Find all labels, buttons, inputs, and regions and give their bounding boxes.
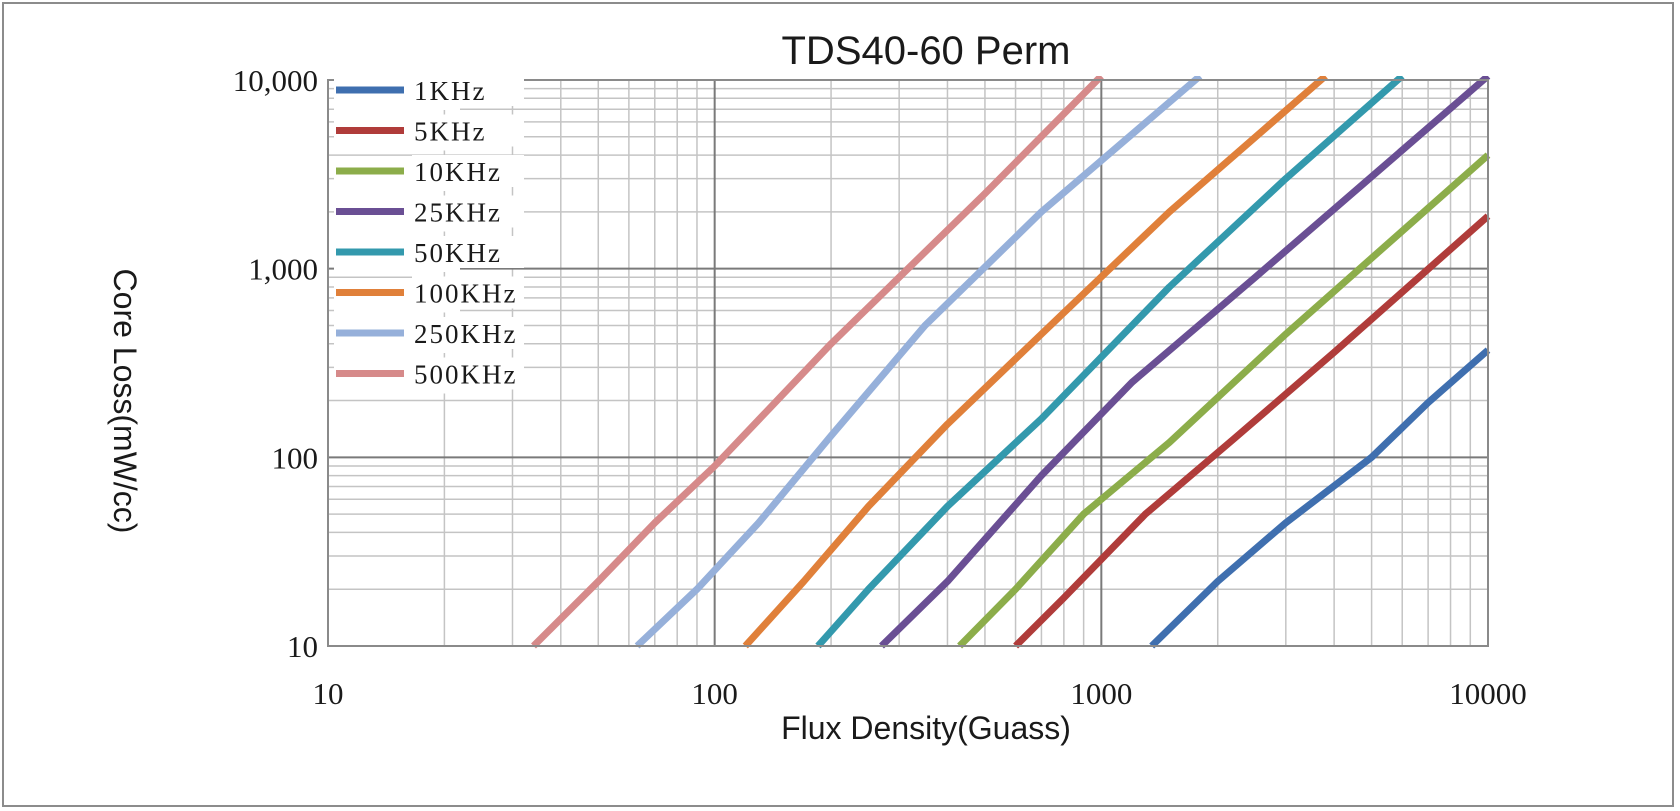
legend-label: 5KHz [414, 117, 486, 147]
series-line-50khz [815, 76, 1405, 649]
legend-label: 250KHz [414, 319, 517, 349]
legend-label: 10KHz [414, 157, 502, 187]
x-tick-label: 100 [691, 676, 738, 711]
legend-text-backdrop [412, 357, 524, 390]
minor-gridlines [328, 80, 1488, 646]
legend: 1KHz 5KHz 10KHz 25KHz 50KHz 100KHz 250KHz 500KH… [334, 74, 524, 394]
x-tick-label: 10 [313, 676, 344, 711]
plot-border [327, 79, 1489, 647]
core-loss-chart: 10 100 1000 10000 10 100 1,000 10,000 1KHz 5KHz… [107, 29, 1527, 746]
x-tick-labels: 10 100 1000 10000 [313, 676, 1527, 711]
series-line-10khz [957, 152, 1491, 649]
y-tick-label: 1,000 [248, 252, 318, 287]
x-tick-label: 1000 [1070, 676, 1132, 711]
series-lines [531, 76, 1491, 649]
y-tick-label: 100 [272, 440, 319, 475]
y-tick-label: 10 [287, 629, 318, 664]
y-tick-labels: 10 100 1,000 10,000 [233, 63, 318, 664]
y-axis-title: Core Loss(mW/cc) [107, 269, 143, 534]
series-line-250khz [634, 76, 1203, 649]
legend-text-backdrop [412, 236, 524, 268]
x-axis-title: Flux Density(Guass) [781, 710, 1071, 746]
y-tick-label: 10,000 [233, 63, 318, 98]
legend-text-backdrop [412, 195, 524, 228]
legend-label: 1KHz [414, 76, 486, 106]
series-line-5khz [1013, 213, 1491, 649]
chart-title: TDS40-60 Perm [782, 29, 1071, 73]
legend-text-backdrop [412, 276, 524, 309]
legend-label: 25KHz [414, 198, 502, 228]
legend-label: 50KHz [414, 238, 502, 268]
series-line-500khz [531, 76, 1104, 649]
legend-label: 100KHz [414, 279, 517, 309]
series-line-25khz [879, 76, 1491, 649]
x-tick-label: 10000 [1449, 676, 1527, 711]
legend-text-backdrop [412, 74, 524, 106]
legend-text-backdrop [412, 317, 524, 349]
series-line-1khz [1149, 347, 1491, 649]
legend-text-backdrop [412, 155, 524, 187]
legend-text-backdrop [412, 114, 524, 147]
series-line-100khz [742, 76, 1328, 649]
legend-label: 500KHz [414, 360, 517, 390]
